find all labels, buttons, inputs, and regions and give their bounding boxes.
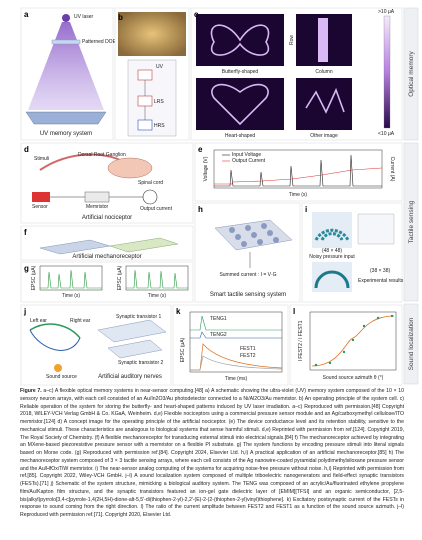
side-label: Optical memory: [408, 50, 415, 96]
label: Experimental results: [358, 278, 404, 284]
panel-l: l Sound source azimuth θ (°) I FEST2 / I…: [289, 304, 403, 386]
label: Heart-shaped: [225, 133, 256, 139]
axis-label: Voltage (V): [203, 156, 209, 181]
panel-caption: Artificial auditory nerves: [98, 374, 162, 380]
label: Dorsal Root Ganglion: [78, 152, 126, 158]
label: <10 μA: [378, 131, 395, 137]
label: Output current: [140, 206, 173, 212]
panel-letter: k: [176, 307, 181, 316]
label: FEST2: [240, 353, 256, 359]
figure: Optical memory Tactile sensing Sound loc…: [20, 7, 419, 386]
panel-letter: g: [24, 264, 29, 273]
panel-letter: f: [24, 228, 27, 237]
label: (38 × 38): [370, 268, 390, 274]
figure-caption: Figure 7. a–c) A flexible optical memory…: [20, 388, 404, 538]
label: Other image: [310, 133, 338, 139]
panel-caption: Artificial nociceptor: [82, 215, 132, 221]
label: >10 μA: [378, 9, 395, 15]
panel-e: e Input Voltage Output Current Time (s) …: [194, 142, 403, 202]
label: FEST1: [240, 346, 256, 352]
label: Input Voltage: [232, 152, 261, 158]
panel-b: b UV LRS HRS: [114, 7, 190, 141]
label: Right ear: [70, 318, 91, 324]
axis-label: Time (s): [62, 293, 80, 299]
panel-j: j Left ear Right ear Synaptic transistor…: [20, 304, 172, 386]
label: Noisy pressure input: [309, 254, 355, 260]
panel-letter: b: [118, 13, 123, 22]
panel-letter: a: [24, 10, 29, 19]
label: HRS: [154, 123, 165, 129]
axis-label: I FEST2 / I FEST1: [298, 320, 304, 361]
side-strips: Optical memory Tactile sensing Sound loc…: [403, 7, 419, 385]
axis-label: EPSC (μA): [117, 265, 123, 290]
label: TENG2: [210, 332, 227, 338]
panel-caption: Artificial mechanoreceptor: [72, 254, 141, 260]
label: UV: [156, 64, 164, 70]
panel-i: i (48 × 48) Noisy pressure input (38 × 3…: [301, 202, 404, 303]
label: Output Current: [232, 158, 266, 164]
label: Butterfly-shaped: [222, 69, 259, 75]
label: Row: [289, 35, 295, 45]
panel-letter: l: [293, 307, 295, 316]
panel-caption: UV memory system: [40, 131, 92, 137]
label: (48 × 48): [322, 248, 342, 254]
axis-label: Sound source azimuth θ (°): [323, 375, 384, 381]
label: Memristor: [86, 204, 109, 210]
label: Left ear: [30, 318, 47, 324]
label: TENG1: [210, 316, 227, 322]
panel-k: k TENG1 TENG2 FEST1 FEST2 EPSC (μA) Time…: [172, 304, 289, 386]
caption-label: Figure 7.: [20, 388, 42, 394]
side-label: Sound localization: [408, 317, 415, 370]
panel-letter: e: [198, 145, 203, 154]
caption-text: a–c) A flexible optical memory systems i…: [20, 388, 404, 518]
panel-h: h Summed current : I = V·G Smart tactile…: [194, 202, 301, 303]
axis-label: Current (A): [389, 157, 395, 182]
panel-f: f Artificial mechanoreceptor: [20, 225, 194, 261]
axis-label: Time (s): [148, 293, 166, 299]
panel-letter: h: [198, 205, 203, 214]
panel-g: g Time (s) Time (s) EPSC (μA) EPSC (μA): [20, 261, 194, 303]
axis-label: EPSC (μA): [180, 337, 186, 362]
label: Patterned DOE: [82, 39, 117, 45]
label: Column: [315, 69, 332, 75]
panel-c: c Butterfly-shaped Column Row Heart-shap…: [190, 7, 403, 141]
panel-letter: d: [24, 145, 29, 154]
label: LRS: [154, 99, 164, 105]
label: Spinal cord: [138, 180, 163, 186]
label: Summed current : I = V·G: [219, 272, 276, 278]
label: Synaptic transistor 1: [116, 314, 162, 320]
label: Sensor: [32, 204, 48, 210]
panel-letter: i: [305, 205, 307, 214]
panel-a: a UV laser Patterned DOE UV memory syste…: [20, 7, 117, 141]
axis-label: Time (s): [289, 192, 307, 198]
axis-label: EPSC (μA): [31, 265, 37, 290]
panel-d: d Stimuli Dorsal Root Ganglion Spinal co…: [20, 142, 194, 224]
side-label: Tactile sensing: [408, 200, 415, 243]
axis-label: Time (ms): [225, 376, 248, 382]
label: UV laser: [74, 14, 94, 20]
panel-letter: c: [194, 10, 199, 19]
label: Stimuli: [34, 156, 49, 162]
panel-caption: Smart tactile sensing system: [210, 292, 286, 298]
panel-letter: j: [23, 307, 26, 316]
label: Sound source: [46, 374, 77, 380]
label: Synaptic transistor 2: [118, 360, 164, 366]
